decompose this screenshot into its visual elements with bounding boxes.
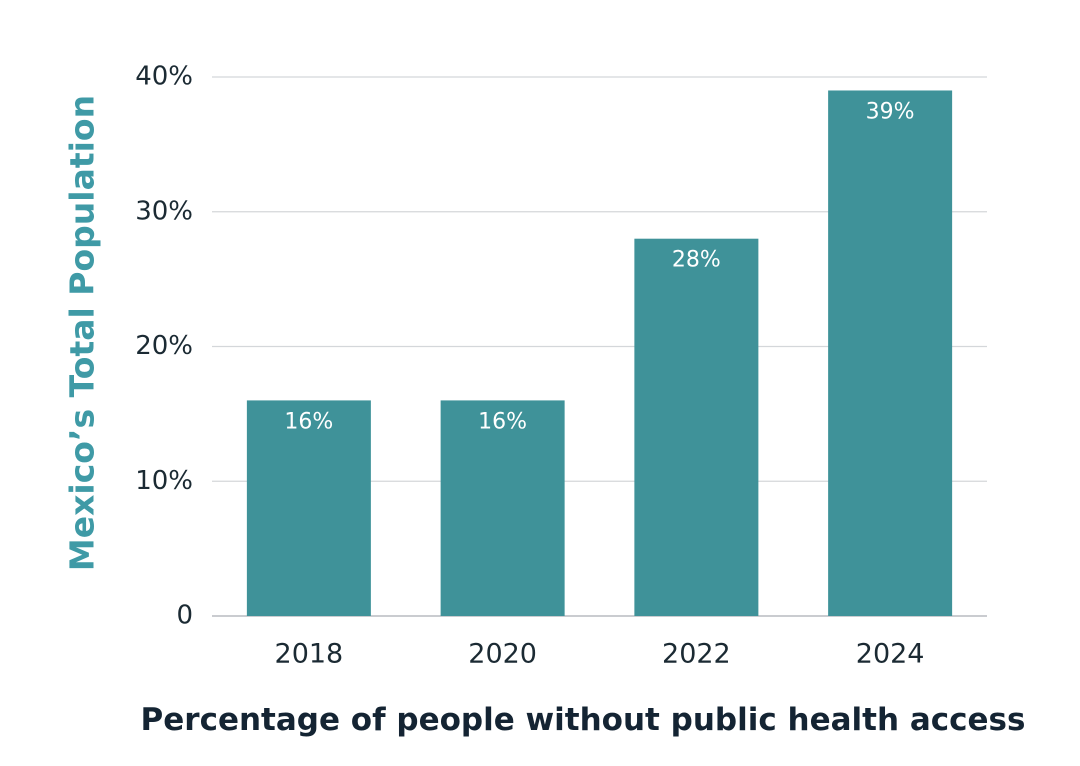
y-tick-label: 20%: [135, 331, 193, 361]
bar: [440, 400, 565, 616]
y-tick-label: 10%: [135, 466, 193, 496]
y-tick-label: 40%: [135, 62, 193, 92]
bar: [634, 238, 759, 616]
bar-data-label: 39%: [866, 99, 915, 124]
bar-data-label: 16%: [478, 409, 527, 434]
x-tick-label: 2024: [856, 639, 925, 670]
y-axis-ticks: 0 10% 20% 30% 40%: [135, 62, 193, 631]
bar-data-label: 16%: [284, 409, 333, 434]
bar: [246, 400, 371, 616]
bar-data-label: 28%: [672, 248, 721, 273]
x-axis-ticks: 2018 2020 2022 2024: [275, 639, 925, 670]
bars: [246, 90, 953, 617]
y-tick-label: 0: [176, 601, 193, 631]
bar-data-labels: 16% 16% 28% 39%: [284, 99, 914, 434]
x-axis-title: Percentage of people without public heal…: [141, 702, 1026, 738]
bar: [828, 90, 953, 617]
x-tick-label: 2022: [662, 639, 731, 670]
x-tick-label: 2018: [275, 639, 344, 670]
x-tick-label: 2020: [468, 639, 537, 670]
y-tick-label: 30%: [135, 196, 193, 226]
y-axis-title: Mexico’s Total Population: [63, 95, 102, 571]
